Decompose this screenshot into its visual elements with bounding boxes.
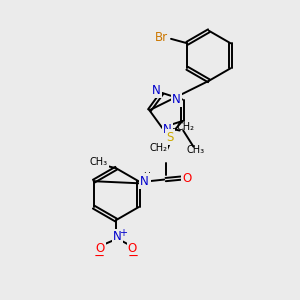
Text: CH₂: CH₂ <box>176 122 194 132</box>
Text: O: O <box>182 172 191 184</box>
Text: N: N <box>140 175 149 188</box>
Text: H: H <box>143 172 150 181</box>
Text: N: N <box>113 230 122 243</box>
Text: Br: Br <box>155 31 168 44</box>
Text: +: + <box>118 228 127 238</box>
Text: S: S <box>167 131 174 144</box>
Text: −: − <box>94 250 105 263</box>
Text: CH₃: CH₃ <box>187 145 205 155</box>
Text: N: N <box>152 84 161 97</box>
Text: N: N <box>172 93 181 106</box>
Text: N: N <box>163 123 172 136</box>
Text: O: O <box>128 242 137 255</box>
Text: O: O <box>95 242 105 255</box>
Text: CH₂: CH₂ <box>149 143 167 153</box>
Text: CH₃: CH₃ <box>89 158 107 167</box>
Text: −: − <box>128 250 139 263</box>
